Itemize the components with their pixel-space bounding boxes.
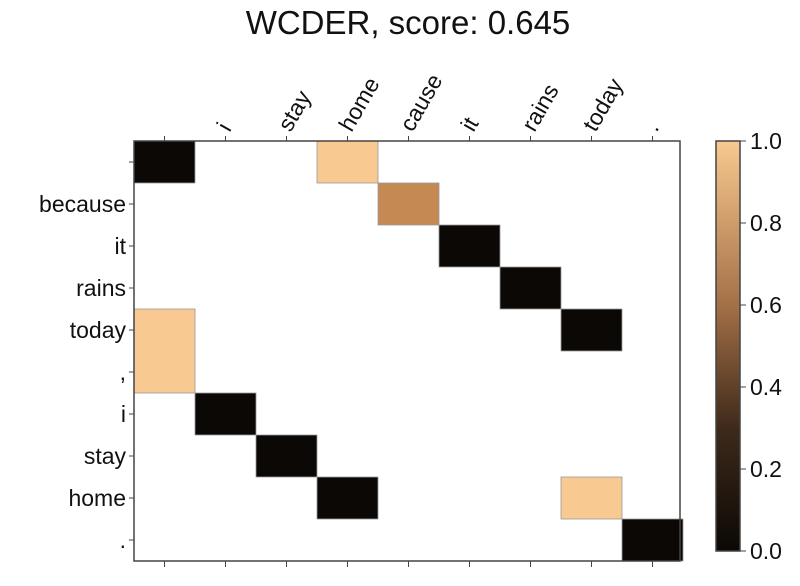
plot-frame bbox=[133, 140, 681, 562]
colorbar-tick-label-0: 0.0 bbox=[750, 538, 782, 564]
x-tick-label-8: . bbox=[638, 117, 664, 136]
heatmap-cell-7 bbox=[194, 392, 257, 436]
y-axis-labels: because it rains today, i stay home. bbox=[39, 191, 127, 553]
colorbar-tick-label-1: 0.2 bbox=[750, 456, 782, 482]
colorbar-tick-label-4: 0.8 bbox=[750, 210, 782, 236]
x-tick-label-1: i bbox=[211, 118, 236, 135]
chart-title: WCDER, score: 0.645 bbox=[246, 4, 571, 41]
x-tick-label-7: today bbox=[577, 73, 628, 135]
y-tick-label-3: rains bbox=[76, 275, 126, 301]
heatmap-cell-1 bbox=[316, 140, 379, 184]
x-tick-label-3: home bbox=[333, 73, 384, 136]
x-tick-label-5: it bbox=[455, 112, 484, 135]
colorbar bbox=[715, 140, 741, 552]
y-tick-label-7: stay bbox=[84, 443, 127, 469]
heatmap-cell-8 bbox=[255, 434, 318, 478]
heatmap-cell-2 bbox=[377, 182, 440, 226]
y-tick-label-6: i bbox=[121, 401, 126, 427]
heatmap-cells bbox=[133, 140, 684, 562]
colorbar-tick-label-3: 0.6 bbox=[750, 292, 782, 318]
y-tick-label-1: because bbox=[39, 191, 126, 217]
heatmap-cell-3 bbox=[438, 224, 501, 268]
y-tick-label-4: today bbox=[70, 317, 127, 343]
heatmap-cell-5 bbox=[560, 308, 623, 352]
x-tick-label-2: stay bbox=[272, 86, 316, 136]
x-axis-ticks bbox=[164, 136, 653, 567]
heatmap-cell-11 bbox=[621, 518, 684, 562]
x-tick-label-4: cause bbox=[394, 69, 447, 135]
colorbar-tick-label-2: 0.4 bbox=[750, 374, 782, 400]
heatmap-cell-10 bbox=[560, 476, 623, 520]
x-tick-label-6: rains bbox=[516, 79, 563, 135]
heatmap-cell-6 bbox=[133, 308, 196, 394]
y-tick-label-8: home bbox=[68, 485, 126, 511]
y-tick-label-9: . bbox=[120, 527, 126, 553]
y-axis-ticks bbox=[129, 161, 134, 541]
heatmap-cell-9 bbox=[316, 476, 379, 520]
heatmap-cell-4 bbox=[499, 266, 562, 310]
colorbar-ticks: 0.0 0.2 0.4 0.6 0.8 1.0 bbox=[740, 128, 782, 564]
colorbar-tick-label-5: 1.0 bbox=[750, 128, 782, 154]
heatmap-cell-0 bbox=[133, 140, 196, 184]
x-axis-labels: i stay home cause it rains today. bbox=[211, 69, 664, 135]
y-tick-label-2: it bbox=[115, 233, 127, 259]
y-tick-label-5: , bbox=[120, 359, 126, 385]
